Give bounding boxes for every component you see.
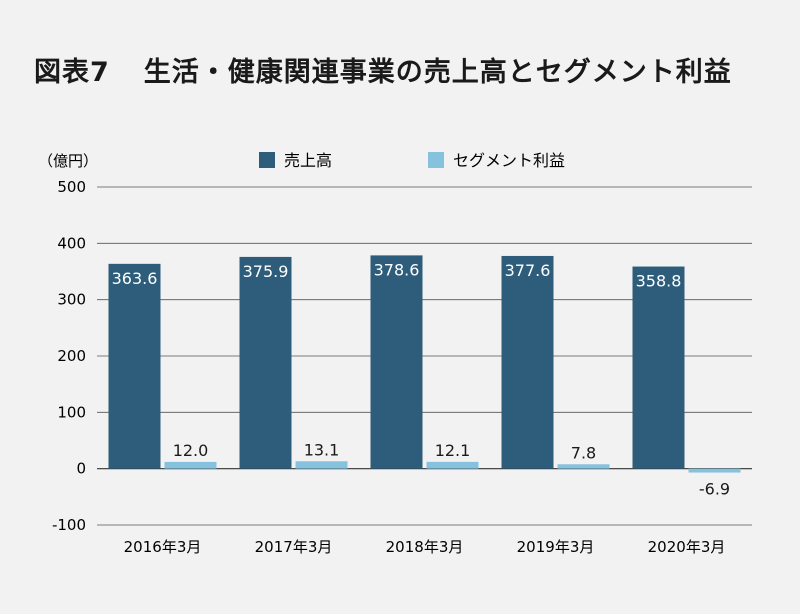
chart-title: 図表7 生活・健康関連事業の売上高とセグメント利益: [34, 50, 732, 89]
legend-swatch-profit: [428, 152, 444, 168]
legend-label-profit: セグメント利益: [453, 151, 565, 170]
bar-sales: [108, 263, 161, 469]
data-label-profit: 12.1: [435, 441, 471, 460]
bar-sales: [632, 266, 685, 469]
bar-sales: [501, 255, 554, 469]
data-label-profit: 13.1: [304, 440, 340, 459]
y-tick-label: -100: [52, 516, 86, 534]
y-tick-label: 300: [57, 291, 86, 309]
bars: [108, 255, 741, 473]
x-tick-label: 2018年3月: [386, 538, 464, 556]
legend: 売上高 セグメント利益: [259, 151, 565, 170]
y-tick-label: 400: [57, 234, 86, 252]
y-tick-label: 100: [57, 403, 86, 421]
data-label-sales: 375.9: [243, 262, 289, 281]
title-prefix: 図表7: [34, 57, 110, 88]
data-label-profit: 7.8: [571, 443, 596, 462]
x-tick-label: 2016年3月: [124, 538, 202, 556]
x-axis: 2016年3月 2017年3月 2018年3月 2019年3月 2020年3月: [124, 538, 726, 556]
bar-profit: [164, 461, 217, 469]
bar-profit: [426, 461, 479, 469]
x-tick-label: 2019年3月: [517, 538, 595, 556]
data-label-sales: 378.6: [374, 260, 420, 279]
data-label-sales: 377.6: [505, 261, 551, 280]
bar-sales: [370, 255, 423, 469]
data-labels: 363.6 12.0 375.9 13.1 378.6 12.1 377.6 7.8 358.8…: [112, 260, 731, 498]
data-label-sales: 363.6: [112, 269, 158, 288]
y-axis: 500 400 300 200 100 0 -100: [52, 178, 86, 534]
x-tick-label: 2020年3月: [648, 538, 726, 556]
legend-label-sales: 売上高: [284, 151, 332, 170]
title-main: 生活・健康関連事業の売上高とセグメント利益: [143, 57, 732, 88]
bar-profit: [688, 468, 741, 473]
x-tick-label: 2017年3月: [255, 538, 333, 556]
data-label-profit: -6.9: [699, 480, 730, 499]
y-tick-label: 0: [76, 460, 86, 478]
data-label-sales: 358.8: [636, 272, 682, 291]
bar-sales: [239, 256, 292, 469]
data-label-profit: 12.0: [173, 441, 209, 460]
bar-profit: [557, 464, 610, 469]
y-tick-label: 500: [57, 178, 86, 196]
y-tick-label: 200: [57, 347, 86, 365]
unit-label: （億円）: [38, 152, 98, 170]
bar-profit: [295, 461, 348, 469]
legend-swatch-sales: [259, 152, 275, 168]
